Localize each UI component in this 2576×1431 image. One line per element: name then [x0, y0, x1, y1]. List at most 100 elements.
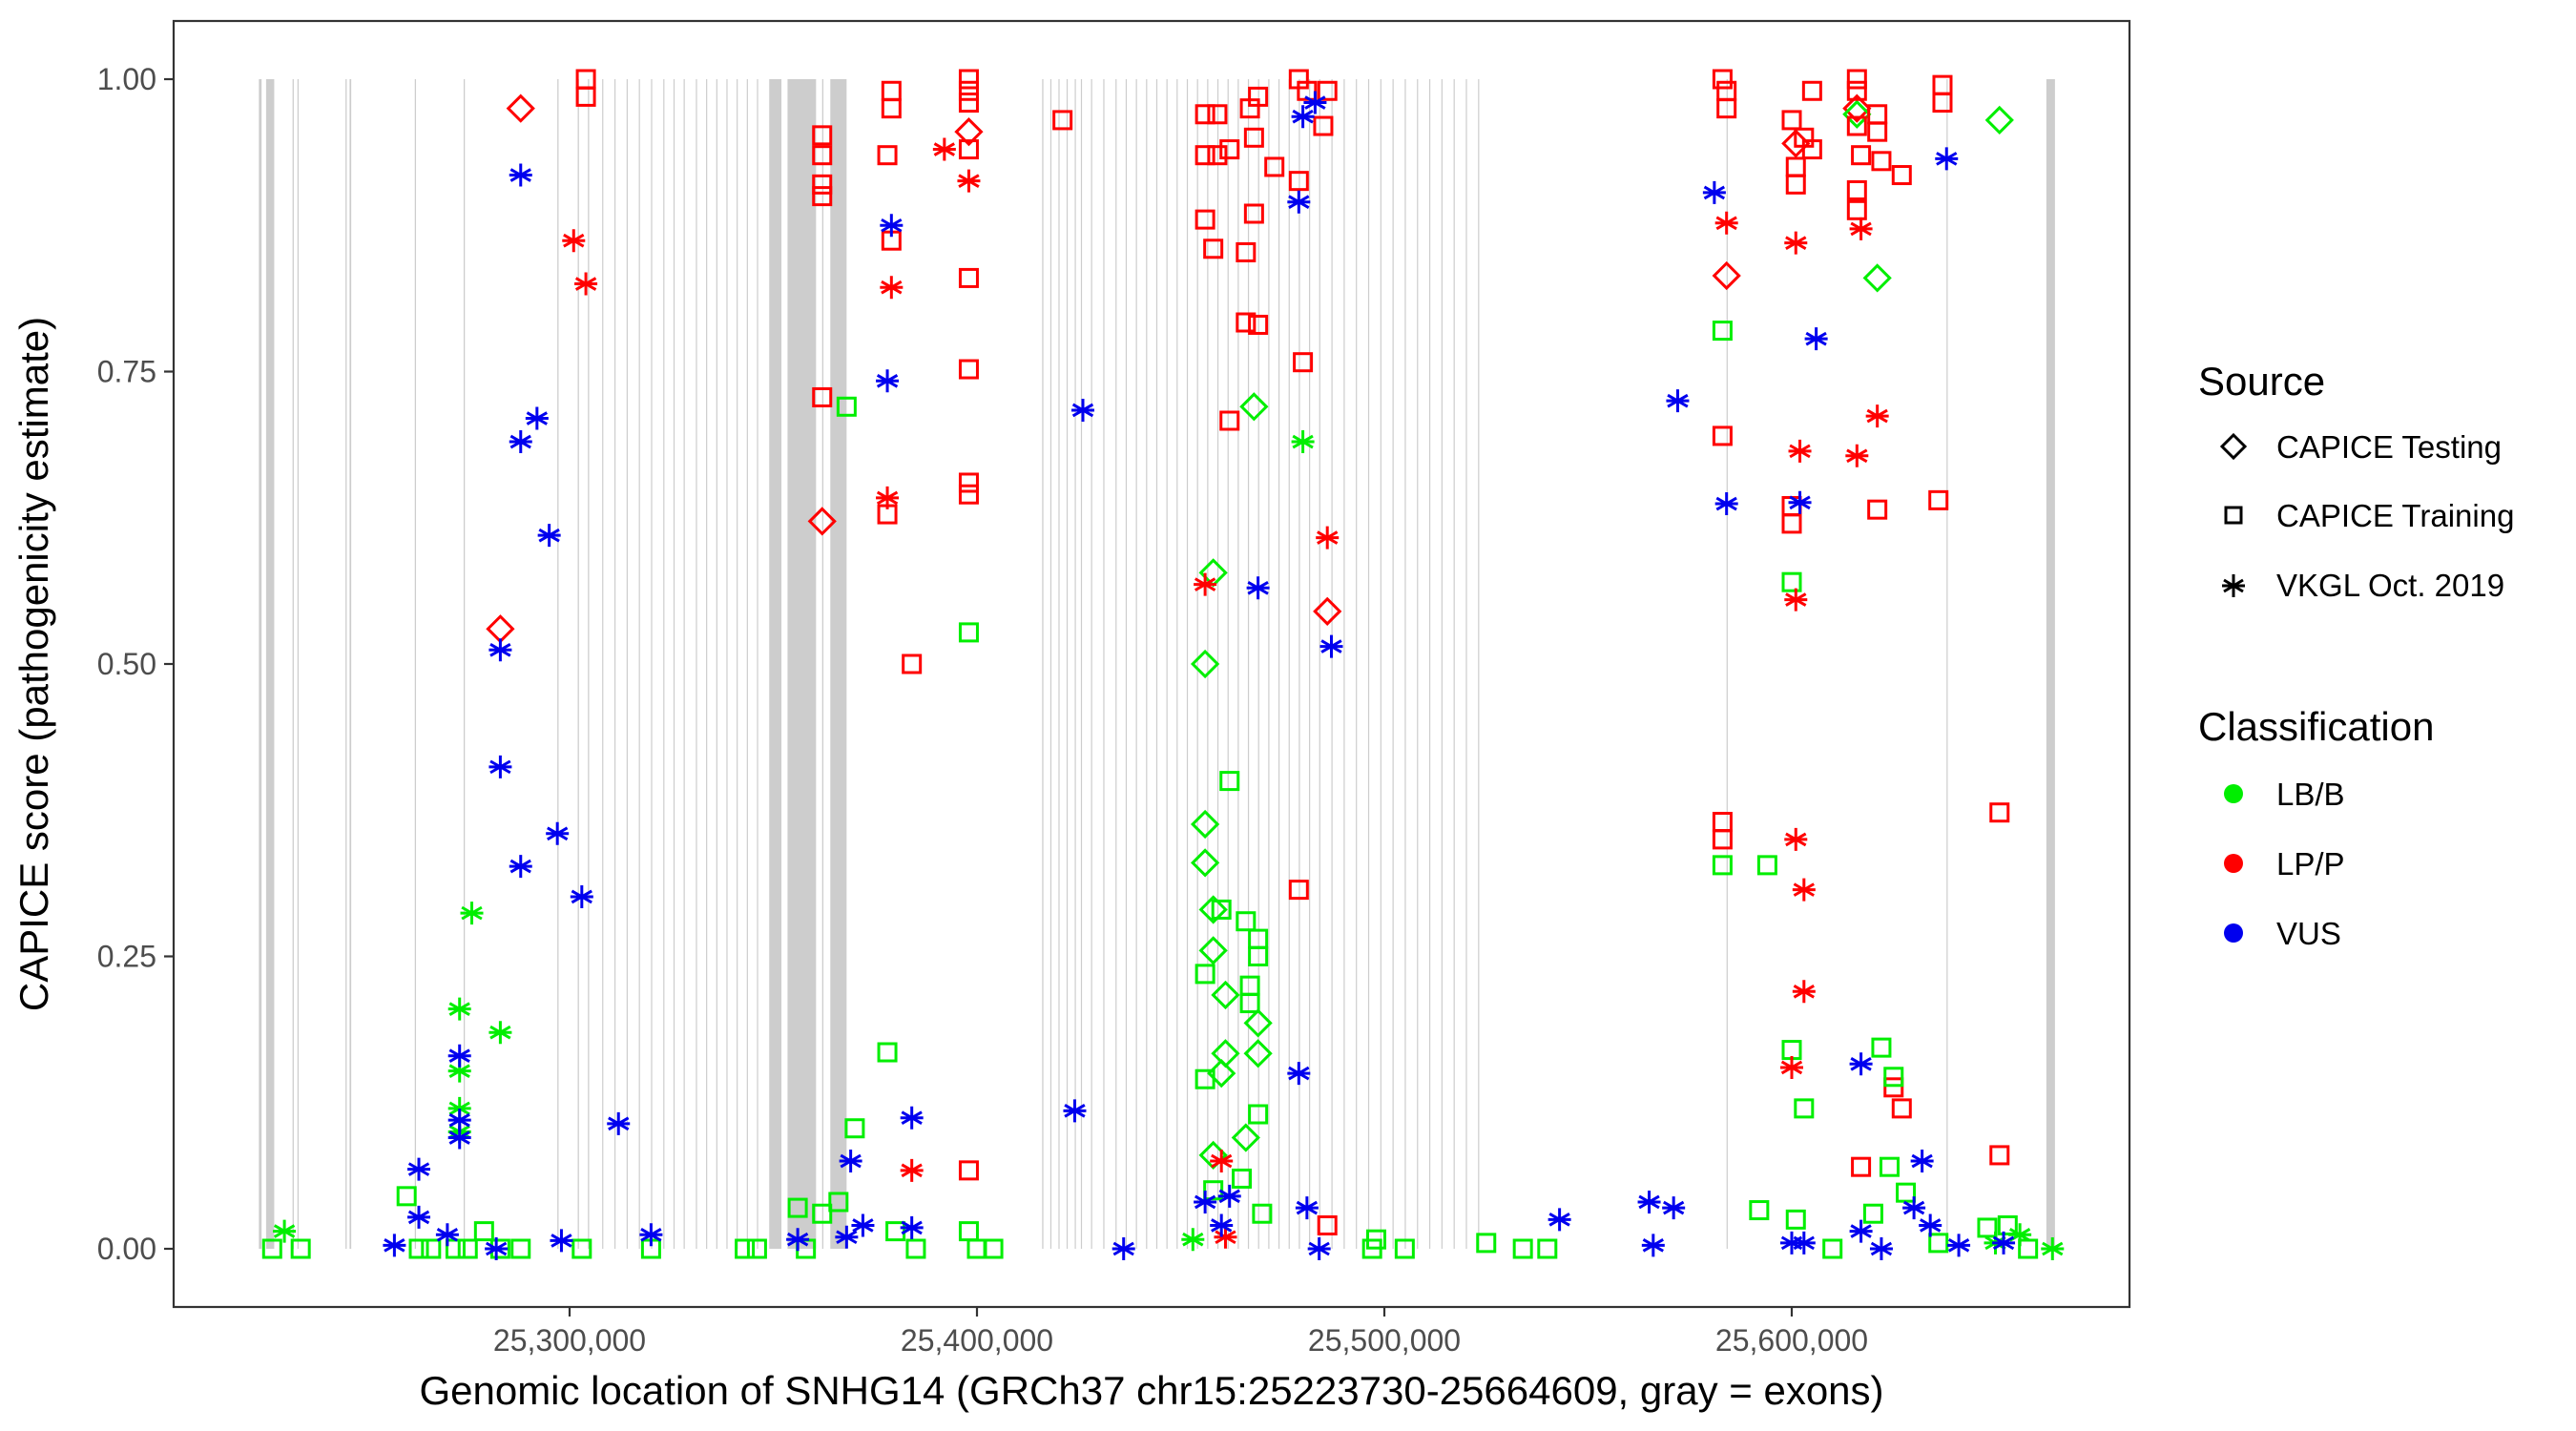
point-square	[1781, 110, 1802, 131]
point-square	[1317, 1214, 1338, 1235]
point-square	[1712, 855, 1733, 876]
point-diamond	[1190, 809, 1220, 840]
point-square	[881, 98, 902, 119]
exon-band	[1237, 79, 1239, 1249]
exon-band	[757, 79, 758, 1249]
exon-band	[1042, 79, 1044, 1249]
point-square	[1712, 829, 1733, 850]
point-square	[1785, 174, 1806, 195]
point-asterisk	[1792, 980, 1816, 1004]
legend-label: VKGL Oct. 2019	[2276, 568, 2504, 603]
point-asterisk	[1662, 1196, 1686, 1220]
point-asterisk	[1303, 91, 1327, 114]
point-square	[457, 1238, 478, 1259]
exon-band	[1066, 79, 1069, 1249]
point-diamond	[1198, 895, 1228, 924]
point-asterisk	[488, 755, 512, 778]
point-asterisk	[570, 884, 593, 908]
point-square	[1801, 80, 1822, 101]
point-diamond	[1243, 1008, 1273, 1038]
exon-band	[1227, 79, 1229, 1249]
point-square	[510, 1238, 531, 1259]
point-square	[1785, 1209, 1806, 1230]
point-square	[1317, 80, 1338, 101]
point-asterisk	[1210, 1150, 1234, 1173]
exon-band	[1257, 79, 1259, 1249]
point-asterisk	[1548, 1208, 1571, 1232]
blue-dot-icon	[2224, 923, 2243, 943]
y-tick-label: 0.75	[97, 355, 156, 389]
point-square	[290, 1238, 311, 1259]
exon-band	[1166, 79, 1168, 1249]
red-dot-icon	[2224, 854, 2243, 873]
point-asterisk	[1319, 634, 1343, 658]
point-square	[746, 1238, 767, 1259]
point-square	[408, 1238, 429, 1259]
point-square	[1716, 98, 1737, 119]
point-square	[1862, 1203, 1883, 1224]
point-asterisk	[562, 229, 586, 253]
point-square	[958, 267, 979, 288]
exon-band	[746, 79, 748, 1249]
x-axis-title: Genomic location of SNHG14 (GRCh37 chr15…	[419, 1368, 1883, 1413]
point-asterisk	[1947, 1234, 1971, 1257]
exon-band	[663, 79, 665, 1249]
point-asterisk	[900, 1106, 924, 1130]
exon-band	[1404, 79, 1406, 1249]
point-square	[1248, 314, 1269, 335]
point-square	[958, 484, 979, 505]
legend-label: CAPICE Testing	[2276, 429, 2502, 465]
point-asterisk	[1784, 827, 1808, 851]
point-asterisk	[273, 1219, 297, 1243]
point-asterisk	[880, 214, 904, 238]
point-square	[1219, 410, 1240, 431]
point-asterisk	[1291, 430, 1315, 454]
point-asterisk	[1181, 1228, 1205, 1252]
exon-band	[651, 79, 653, 1249]
point-square	[1264, 156, 1285, 177]
point-asterisk	[639, 1223, 663, 1247]
legend-label: LB/B	[2276, 777, 2345, 812]
x-tick-label: 25,300,000	[493, 1323, 646, 1358]
point-asterisk	[1316, 526, 1340, 550]
point-asterisk	[435, 1223, 459, 1247]
point-asterisk	[2008, 1223, 2032, 1247]
data-points	[261, 69, 2065, 1260]
point-square	[958, 80, 979, 101]
point-square	[1248, 946, 1269, 966]
point-asterisk	[1666, 389, 1690, 413]
point-asterisk	[1865, 404, 1889, 428]
point-asterisk	[1910, 1150, 1934, 1173]
point-square	[1243, 127, 1264, 148]
point-diamond	[807, 507, 837, 536]
point-square	[1846, 80, 1867, 101]
exon-band	[1176, 79, 1178, 1249]
point-asterisk	[876, 369, 900, 393]
point-asterisk	[407, 1205, 431, 1229]
point-asterisk	[1194, 1190, 1217, 1213]
point-asterisk	[1935, 147, 1959, 171]
point-square	[1867, 121, 1888, 142]
exon-band	[557, 79, 559, 1249]
point-asterisk	[1902, 1196, 1926, 1220]
y-axis-title: CAPICE score (pathogenicity estimate)	[11, 317, 56, 1011]
point-square	[396, 1186, 417, 1207]
point-square	[1365, 1229, 1386, 1250]
point-square	[1476, 1233, 1497, 1254]
exon-band	[1478, 79, 1480, 1249]
exon-band	[1103, 79, 1105, 1249]
point-asterisk	[1992, 1231, 2016, 1255]
point-asterisk	[1845, 444, 1869, 467]
exon-band	[787, 79, 817, 1249]
point-asterisk	[957, 169, 981, 193]
exon-band	[1155, 79, 1158, 1249]
point-square	[1846, 179, 1867, 200]
point-square	[1846, 115, 1867, 136]
point-square	[1883, 1077, 1904, 1098]
point-square	[958, 139, 979, 160]
point-square	[812, 1203, 833, 1224]
exon-band	[297, 79, 300, 1249]
point-square	[1239, 993, 1260, 1014]
y-axis: 0.00 0.25 0.50 0.75 1.00	[97, 62, 174, 1266]
